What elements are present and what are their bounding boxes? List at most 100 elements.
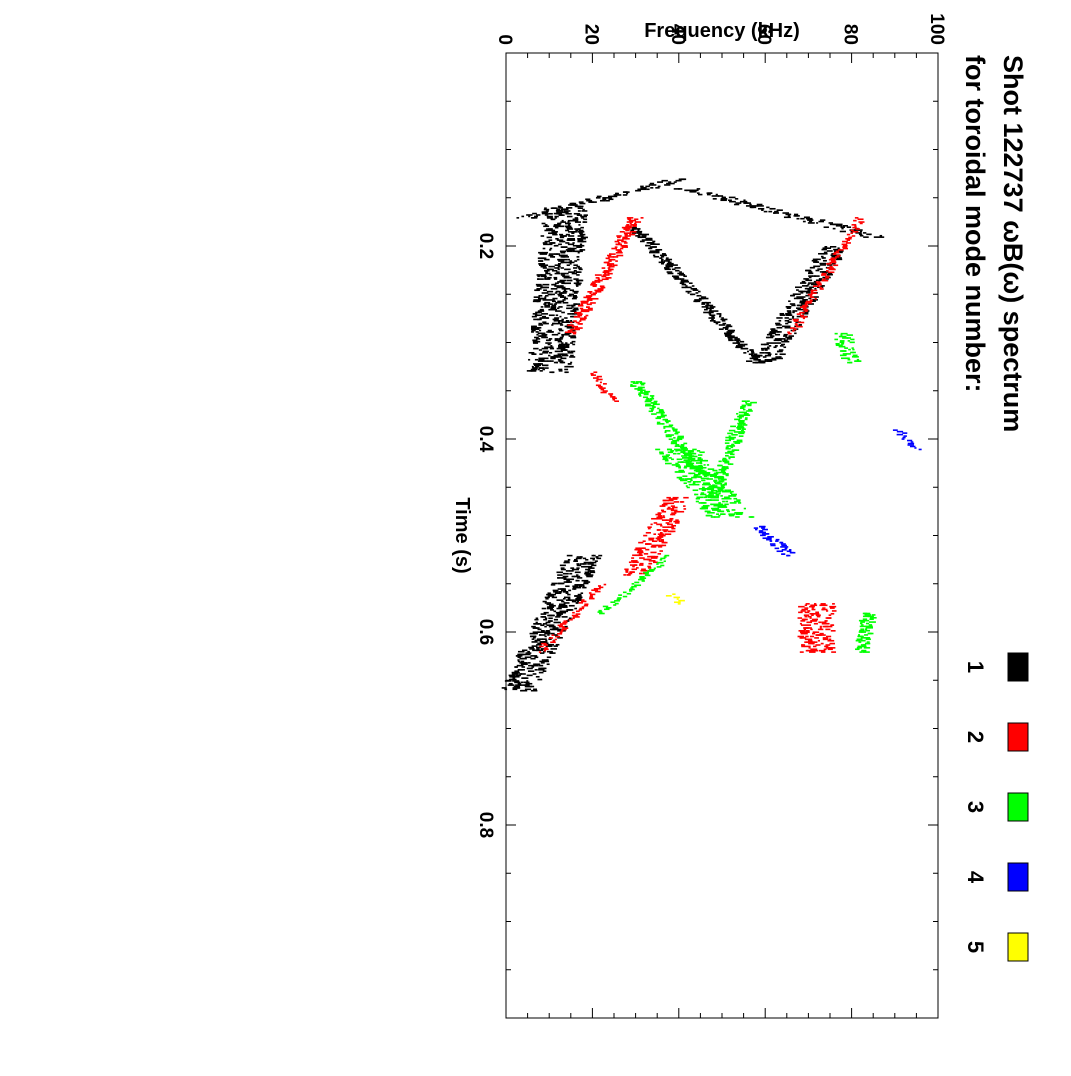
spectrum-mark (714, 481, 717, 484)
spectrum-mark (521, 689, 525, 692)
spectrum-mark (535, 331, 539, 333)
spectrum-mark (797, 617, 803, 619)
spectrum-mark (718, 324, 726, 326)
spectrum-mark (602, 198, 607, 201)
spectrum-mark (663, 560, 666, 563)
spectrum-mark (553, 278, 558, 280)
spectrum-mark (573, 303, 581, 305)
spectrum-mark (796, 217, 800, 220)
spectrum-mark (655, 448, 661, 451)
spectrum-mark (550, 360, 554, 362)
spectrum-mark (663, 502, 670, 505)
spectrum-mark (789, 303, 796, 305)
spectrum-mark (580, 310, 587, 313)
spectrum-mark (537, 310, 545, 312)
spectrum-mark (880, 236, 885, 238)
spectrum-mark (748, 516, 755, 518)
series-mode-2 (538, 217, 865, 653)
spectrum-mark (526, 214, 533, 216)
spectrum-mark (544, 617, 548, 620)
spectrum-mark (739, 340, 745, 343)
spectrum-mark (672, 498, 678, 500)
spectrum-mark (812, 641, 818, 643)
spectrum-mark (783, 333, 788, 336)
spectrum-mark (572, 296, 578, 298)
spectrum-mark (809, 638, 813, 641)
spectrum-mark (551, 300, 556, 303)
spectrum-mark (736, 439, 743, 442)
spectrum-mark (660, 564, 665, 567)
spectrum-mark (813, 261, 820, 263)
spectrum-mark (559, 292, 564, 294)
spectrum-mark (570, 361, 573, 364)
spectrum-mark (575, 244, 579, 247)
spectrum-mark (556, 208, 561, 211)
spectrum-mark (689, 454, 693, 456)
spectrum-mark (541, 358, 545, 361)
spectrum-mark (558, 306, 563, 308)
spectrum-mark (589, 596, 594, 599)
spectrum-mark (570, 279, 573, 282)
spectrum-mark (589, 597, 595, 600)
spectrum-mark (796, 313, 801, 315)
spectrum-mark (649, 404, 655, 407)
spectrum-mark (557, 633, 563, 635)
spectrum-mark (565, 320, 570, 322)
spectrum-mark (568, 261, 575, 264)
spectrum-mark (542, 253, 548, 255)
spectrum-mark (721, 320, 726, 322)
spectrum-mark (579, 563, 585, 565)
spectrum-mark (574, 607, 578, 610)
spectrum-mark (616, 254, 624, 257)
spectrum-mark (567, 224, 571, 226)
spectrum-mark (722, 460, 730, 463)
spectrum-mark (751, 205, 759, 207)
spectrum-mark (857, 645, 864, 648)
spectrum-mark (545, 210, 549, 212)
mode-2-segment (564, 217, 644, 335)
spectrum-mark (578, 268, 583, 271)
spectrum-mark (797, 308, 804, 311)
spectrum-mark (808, 271, 813, 273)
spectrum-mark (648, 410, 653, 413)
spectrum-mark (757, 205, 764, 207)
spectrum-mark (721, 504, 727, 507)
spectrum-mark (863, 232, 867, 234)
spectrum-mark (711, 511, 715, 514)
spectrum-mark (591, 554, 595, 557)
spectrum-mark (796, 296, 803, 298)
spectrum-mark (783, 216, 791, 219)
spectrum-mark (594, 279, 601, 282)
spectrum-mark (579, 318, 586, 321)
legend-label-1: 1 (963, 661, 988, 673)
spectrum-mark (559, 611, 567, 614)
spectrum-mark (736, 440, 743, 443)
spectrum-mark (576, 567, 580, 569)
spectrum-mark (811, 607, 814, 609)
spectrum-mark (608, 260, 612, 262)
spectrum-mark (839, 344, 843, 347)
spectrum-mark (540, 286, 543, 289)
spectrum-mark (724, 452, 731, 454)
spectrum-mark (554, 350, 561, 353)
spectrum-mark (784, 319, 790, 322)
spectrum-mark (509, 675, 516, 678)
spectrum-mark (657, 512, 661, 514)
spectrum-mark (677, 437, 684, 439)
spectrum-mark (807, 289, 812, 291)
spectrum-mark (801, 280, 806, 283)
spectrum-mark (762, 356, 767, 358)
spectrum-mark (717, 488, 724, 490)
spectrum-mark (705, 495, 712, 497)
spectrum-mark (566, 239, 571, 241)
spectrum-mark (792, 293, 798, 296)
spectrum-mark (591, 297, 599, 300)
spectrum-mark (791, 551, 796, 554)
spectrum-mark (671, 427, 675, 429)
spectrum-mark (615, 194, 622, 196)
spectrum-mark (567, 365, 574, 368)
spectrum-mark (798, 630, 804, 632)
spectrum-mark (775, 538, 780, 541)
spectrum-mark (612, 256, 619, 258)
spectrum-mark (801, 618, 807, 621)
